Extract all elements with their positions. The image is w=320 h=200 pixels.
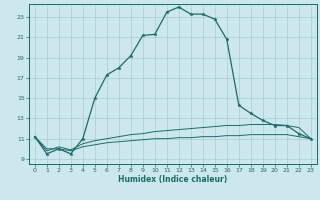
X-axis label: Humidex (Indice chaleur): Humidex (Indice chaleur) xyxy=(118,175,228,184)
